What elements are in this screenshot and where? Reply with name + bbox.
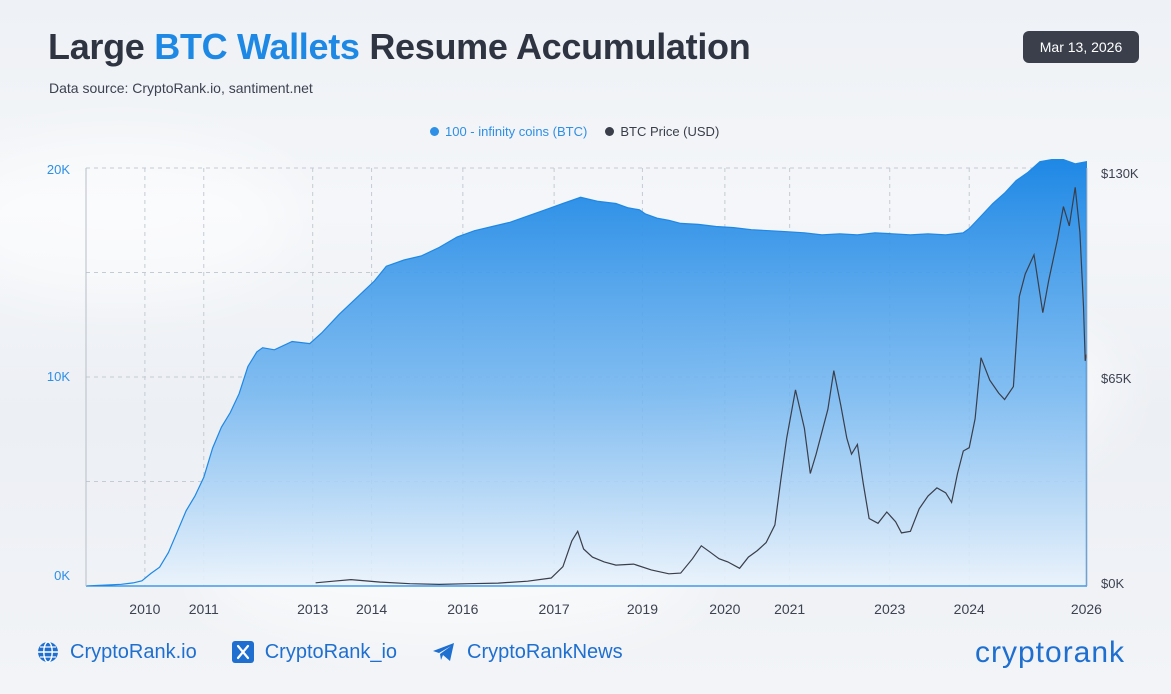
- legend-label-coins: 100 - infinity coins (BTC): [445, 124, 588, 139]
- legend-dot-price: [605, 127, 615, 136]
- footer-telegram-link[interactable]: CryptoRankNews: [431, 640, 623, 664]
- x-tick-label-2016: 2016: [447, 601, 478, 617]
- brand-logo: cryptorank: [975, 636, 1126, 669]
- y-left-tick-0: 0K: [54, 568, 70, 583]
- x-tick-label-2010: 2010: [129, 601, 160, 617]
- title-part2: Resume Accumulation: [359, 26, 751, 67]
- title-part1: Large: [48, 26, 155, 67]
- x-tick-label-2024: 2024: [954, 601, 985, 617]
- footer-website-label: CryptoRank.io: [70, 640, 197, 663]
- legend-item-price[interactable]: BTC Price (USD): [605, 124, 719, 139]
- date-badge: Mar 13, 2026: [1023, 31, 1139, 63]
- chart-legend: 100 - infinity coins (BTC) BTC Price (US…: [430, 124, 719, 139]
- legend-label-price: BTC Price (USD): [620, 124, 720, 139]
- footer-x-link[interactable]: CryptoRank_io: [231, 640, 397, 664]
- x-tick-label-2026: 2026: [1071, 601, 1102, 617]
- title-accent: BTC Wallets: [154, 26, 360, 67]
- y-left-tick-1: 10K: [47, 369, 70, 384]
- y-right-tick-1: $65K: [1101, 371, 1132, 386]
- x-tick-label-2014: 2014: [356, 601, 387, 617]
- y-right-tick-2: $130K: [1101, 166, 1139, 181]
- x-tick-label-2019: 2019: [627, 601, 658, 617]
- x-tick-label-2017: 2017: [539, 601, 570, 617]
- telegram-icon: [433, 643, 455, 661]
- series-coins-area: [85, 159, 1088, 587]
- data-source-subtitle: Data source: CryptoRank.io, santiment.ne…: [49, 80, 313, 96]
- x-tick-label-2020: 2020: [709, 601, 740, 617]
- footer-links: CryptoRank.io CryptoRank_io CryptoRankNe…: [36, 640, 657, 664]
- series-price-line: [315, 187, 1087, 586]
- footer-website-link[interactable]: CryptoRank.io: [36, 640, 197, 664]
- y-right-tick-0: $0K: [1101, 576, 1124, 591]
- x-logo-icon: [231, 641, 254, 663]
- x-tick-label-2023: 2023: [874, 601, 905, 617]
- x-tick-label-2013: 2013: [297, 601, 328, 617]
- x-tick-label-2011: 2011: [189, 601, 219, 617]
- legend-dot-coins: [430, 127, 439, 136]
- page-title: Large BTC Wallets Resume Accumulation: [48, 26, 751, 68]
- y-left-tick-2: 20K: [47, 162, 70, 177]
- footer-telegram-label: CryptoRankNews: [467, 640, 623, 663]
- x-tick-label-2021: 2021: [774, 601, 805, 617]
- globe-icon: [38, 641, 58, 663]
- legend-item-coins[interactable]: 100 - infinity coins (BTC): [430, 124, 587, 139]
- footer-x-label: CryptoRank_io: [264, 640, 398, 663]
